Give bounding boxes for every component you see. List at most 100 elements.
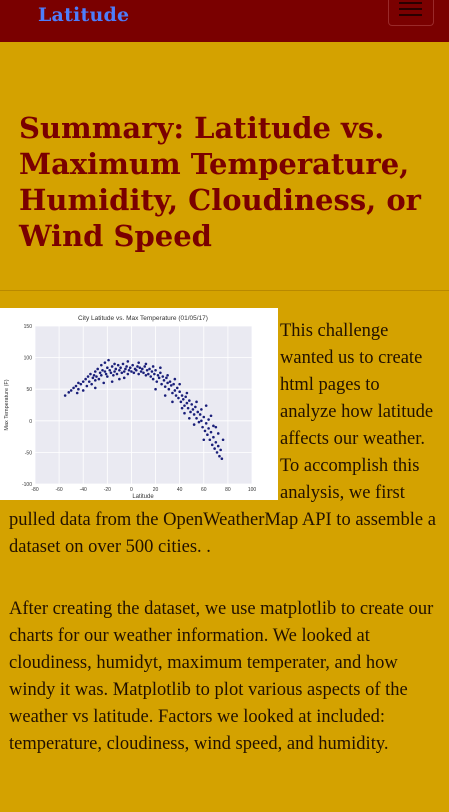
chart-point [91,376,95,380]
chart-point [215,451,219,454]
chart-point [214,440,218,444]
chart-point [189,410,192,414]
chart-point [93,386,97,390]
chart-point [174,394,178,397]
chart-point [122,370,126,373]
chart-point [202,438,206,442]
chart-point [157,376,161,380]
chart-point [206,433,209,437]
hamburger-icon-bar [399,14,422,16]
chart-point [167,387,171,391]
chart-point [194,405,197,409]
chart-point [84,377,87,381]
chart-point [126,360,130,363]
page-title: Summary: Latitude vs. Maximum Temperatur… [19,111,421,253]
chart-point [207,427,210,430]
divider [0,290,449,291]
chart-point [180,406,184,410]
chart-point [175,386,179,390]
chart-point [166,381,169,385]
chart-point [116,363,120,367]
chart-xtick-label: 40 [177,487,183,493]
chart-point [179,400,183,404]
chart-point [102,381,106,385]
chart-point [144,362,148,366]
chart-point [192,413,196,416]
chart-xtick-label: 100 [248,487,257,493]
chart-point [209,430,213,434]
chart-title: City Latitude vs. Max Temperature (01/05… [78,315,208,322]
chart-point [218,454,221,458]
chart-ytick-label: 150 [24,324,33,330]
chart-ytick-label: -100 [22,482,32,488]
chart-point [92,373,96,377]
chart-point [166,373,169,377]
chart-point [90,382,93,386]
chart-point [63,394,67,397]
chart-xtick-label: -40 [80,487,87,493]
chart-point [169,384,173,387]
chart-point [173,389,177,392]
chart-point [149,375,153,378]
chart-point [185,401,189,405]
chart-point [114,367,118,371]
chart-point [143,365,147,368]
menu-toggle-button[interactable] [388,0,434,26]
chart-svg: -80 -60 -40 -20 0 20 40 60 80 100 -100 -50 0 50 100 150… [4,315,257,500]
chart-point [128,366,132,370]
chart-point [183,404,186,407]
intro-line: This challenge [280,321,389,341]
chart-point [103,361,107,364]
chart-point [178,390,181,394]
chart-point [203,429,207,433]
chart-point [96,367,99,371]
chart-point [148,367,151,371]
chart-point [181,398,185,401]
chart-point [163,385,167,388]
chart-point [138,366,142,370]
chart-xtick-label: 60 [201,487,207,493]
chart-point [98,371,102,375]
chart-point [183,411,186,415]
chart-point [89,372,92,376]
chart-point [108,368,112,372]
chart-point [132,371,136,375]
chart-point [204,422,208,425]
chart-point [97,377,101,381]
chart-point [195,416,198,420]
chart-point [192,423,196,426]
chart-point [134,368,138,372]
chart-point [219,448,222,452]
chart-point [144,373,148,377]
chart-point [79,382,83,386]
chart-point [162,379,166,382]
chart-point [95,375,98,378]
intro-line: affects our weather. [280,429,426,449]
chart-point [81,380,85,383]
chart-point [127,368,131,372]
chart-point [221,438,225,442]
chart-xtick-label: -80 [31,487,38,493]
chart-point [85,384,89,388]
chart-point [161,375,165,378]
chart-point [142,371,145,375]
chart-point [126,372,130,376]
intro-line: analyze how latitude [280,402,434,422]
chart-point [93,370,97,373]
chart-point [171,400,174,404]
chart-point [69,389,73,392]
chart-point [72,386,75,390]
chart-point [121,362,125,366]
chart-point [171,391,174,395]
chart-point [168,380,172,383]
chart-point [197,420,201,424]
navbar-brand[interactable]: Latitude [38,4,130,26]
chart-point [137,361,140,364]
chart-point [210,443,214,447]
chart-point [216,444,220,448]
intro-line: html pages to [280,375,380,395]
chart-point [159,371,162,375]
chart-point [87,380,91,383]
chart-point [154,368,157,372]
chart-point [110,365,114,368]
